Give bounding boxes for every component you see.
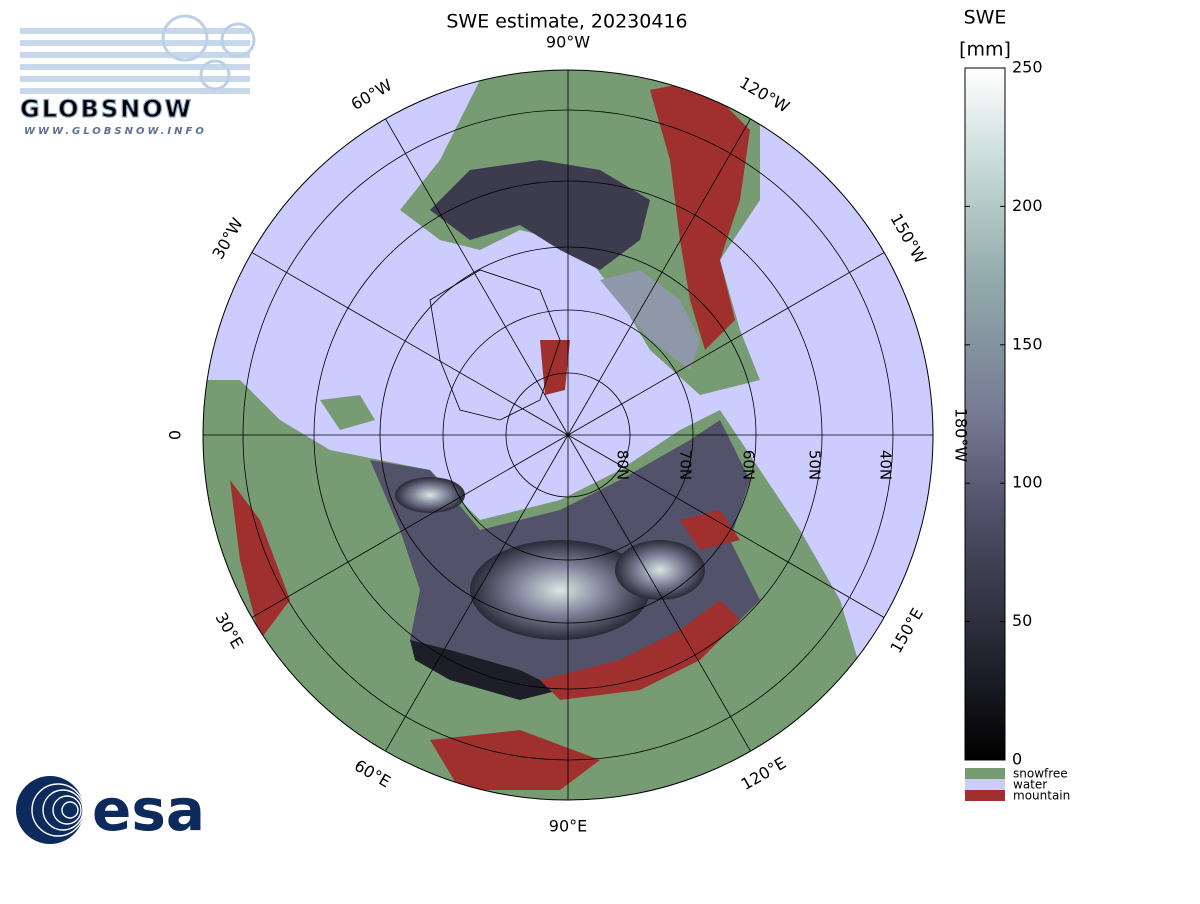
- meridian: [385, 118, 569, 436]
- latitude-label: 70N: [677, 450, 695, 480]
- esa-text: esa: [92, 776, 205, 844]
- longitude-label: 120°W: [736, 73, 793, 117]
- land: [203, 70, 870, 800]
- latitude-label: 80N: [614, 450, 632, 480]
- legend-label: snowfree: [1013, 767, 1068, 781]
- colorbar-label: SWE: [964, 7, 1007, 29]
- colorbar-tick-label: 250: [1012, 58, 1043, 77]
- legend-label: mountain: [1013, 789, 1070, 803]
- longitude-label: 90°E: [549, 817, 587, 836]
- legend-label: water: [1013, 778, 1047, 792]
- polar-map: [202, 69, 934, 801]
- globsnow-url: WWW.GLOBSNOW.INFO: [24, 126, 207, 137]
- meridian: [567, 434, 751, 752]
- longitude-label: 30°E: [212, 609, 248, 652]
- globsnow-logo: GLOBSNOW WWW.GLOBSNOW.INFO: [19, 14, 256, 137]
- colorbar-tick-label: 50: [1012, 611, 1032, 630]
- longitude-label: 150°W: [887, 210, 931, 267]
- latitude-label: 50N: [806, 450, 824, 480]
- longitude-label: 150°E: [886, 605, 927, 657]
- meridian: [251, 252, 569, 436]
- latitude-label: 40N: [877, 450, 895, 480]
- legend-swatch: [965, 790, 1005, 801]
- longitude-label: 30°W: [208, 214, 247, 262]
- latitude-label: 60N: [740, 450, 758, 480]
- colorbar-unit: [mm]: [959, 39, 1011, 61]
- longitude-label: 180°W: [952, 408, 971, 463]
- esa-logo: esa: [16, 776, 205, 844]
- longitude-label: 90°W: [546, 33, 590, 52]
- colorbar-tick-label: 200: [1012, 196, 1043, 215]
- meridian: [567, 118, 751, 436]
- longitude-label: 60°W: [348, 75, 396, 114]
- colorbar-tick-label: 0: [1012, 750, 1022, 769]
- map-title: SWE estimate, 20230416: [446, 11, 687, 33]
- meridian: [567, 252, 885, 436]
- meridian: [385, 434, 569, 752]
- longitude-label: 60°E: [351, 756, 394, 792]
- colorbar-tick-label: 100: [1012, 473, 1043, 492]
- globsnow-text: GLOBSNOW: [20, 95, 193, 123]
- meridian: [567, 434, 885, 618]
- longitude-label: 120°E: [738, 753, 790, 794]
- legend-swatch: [965, 779, 1005, 790]
- colorbar: [964, 67, 1006, 761]
- meridian: [251, 434, 569, 618]
- colorbar-tick-label: 150: [1012, 334, 1043, 353]
- longitude-label: 0: [166, 430, 185, 440]
- legend-swatch: [965, 768, 1005, 779]
